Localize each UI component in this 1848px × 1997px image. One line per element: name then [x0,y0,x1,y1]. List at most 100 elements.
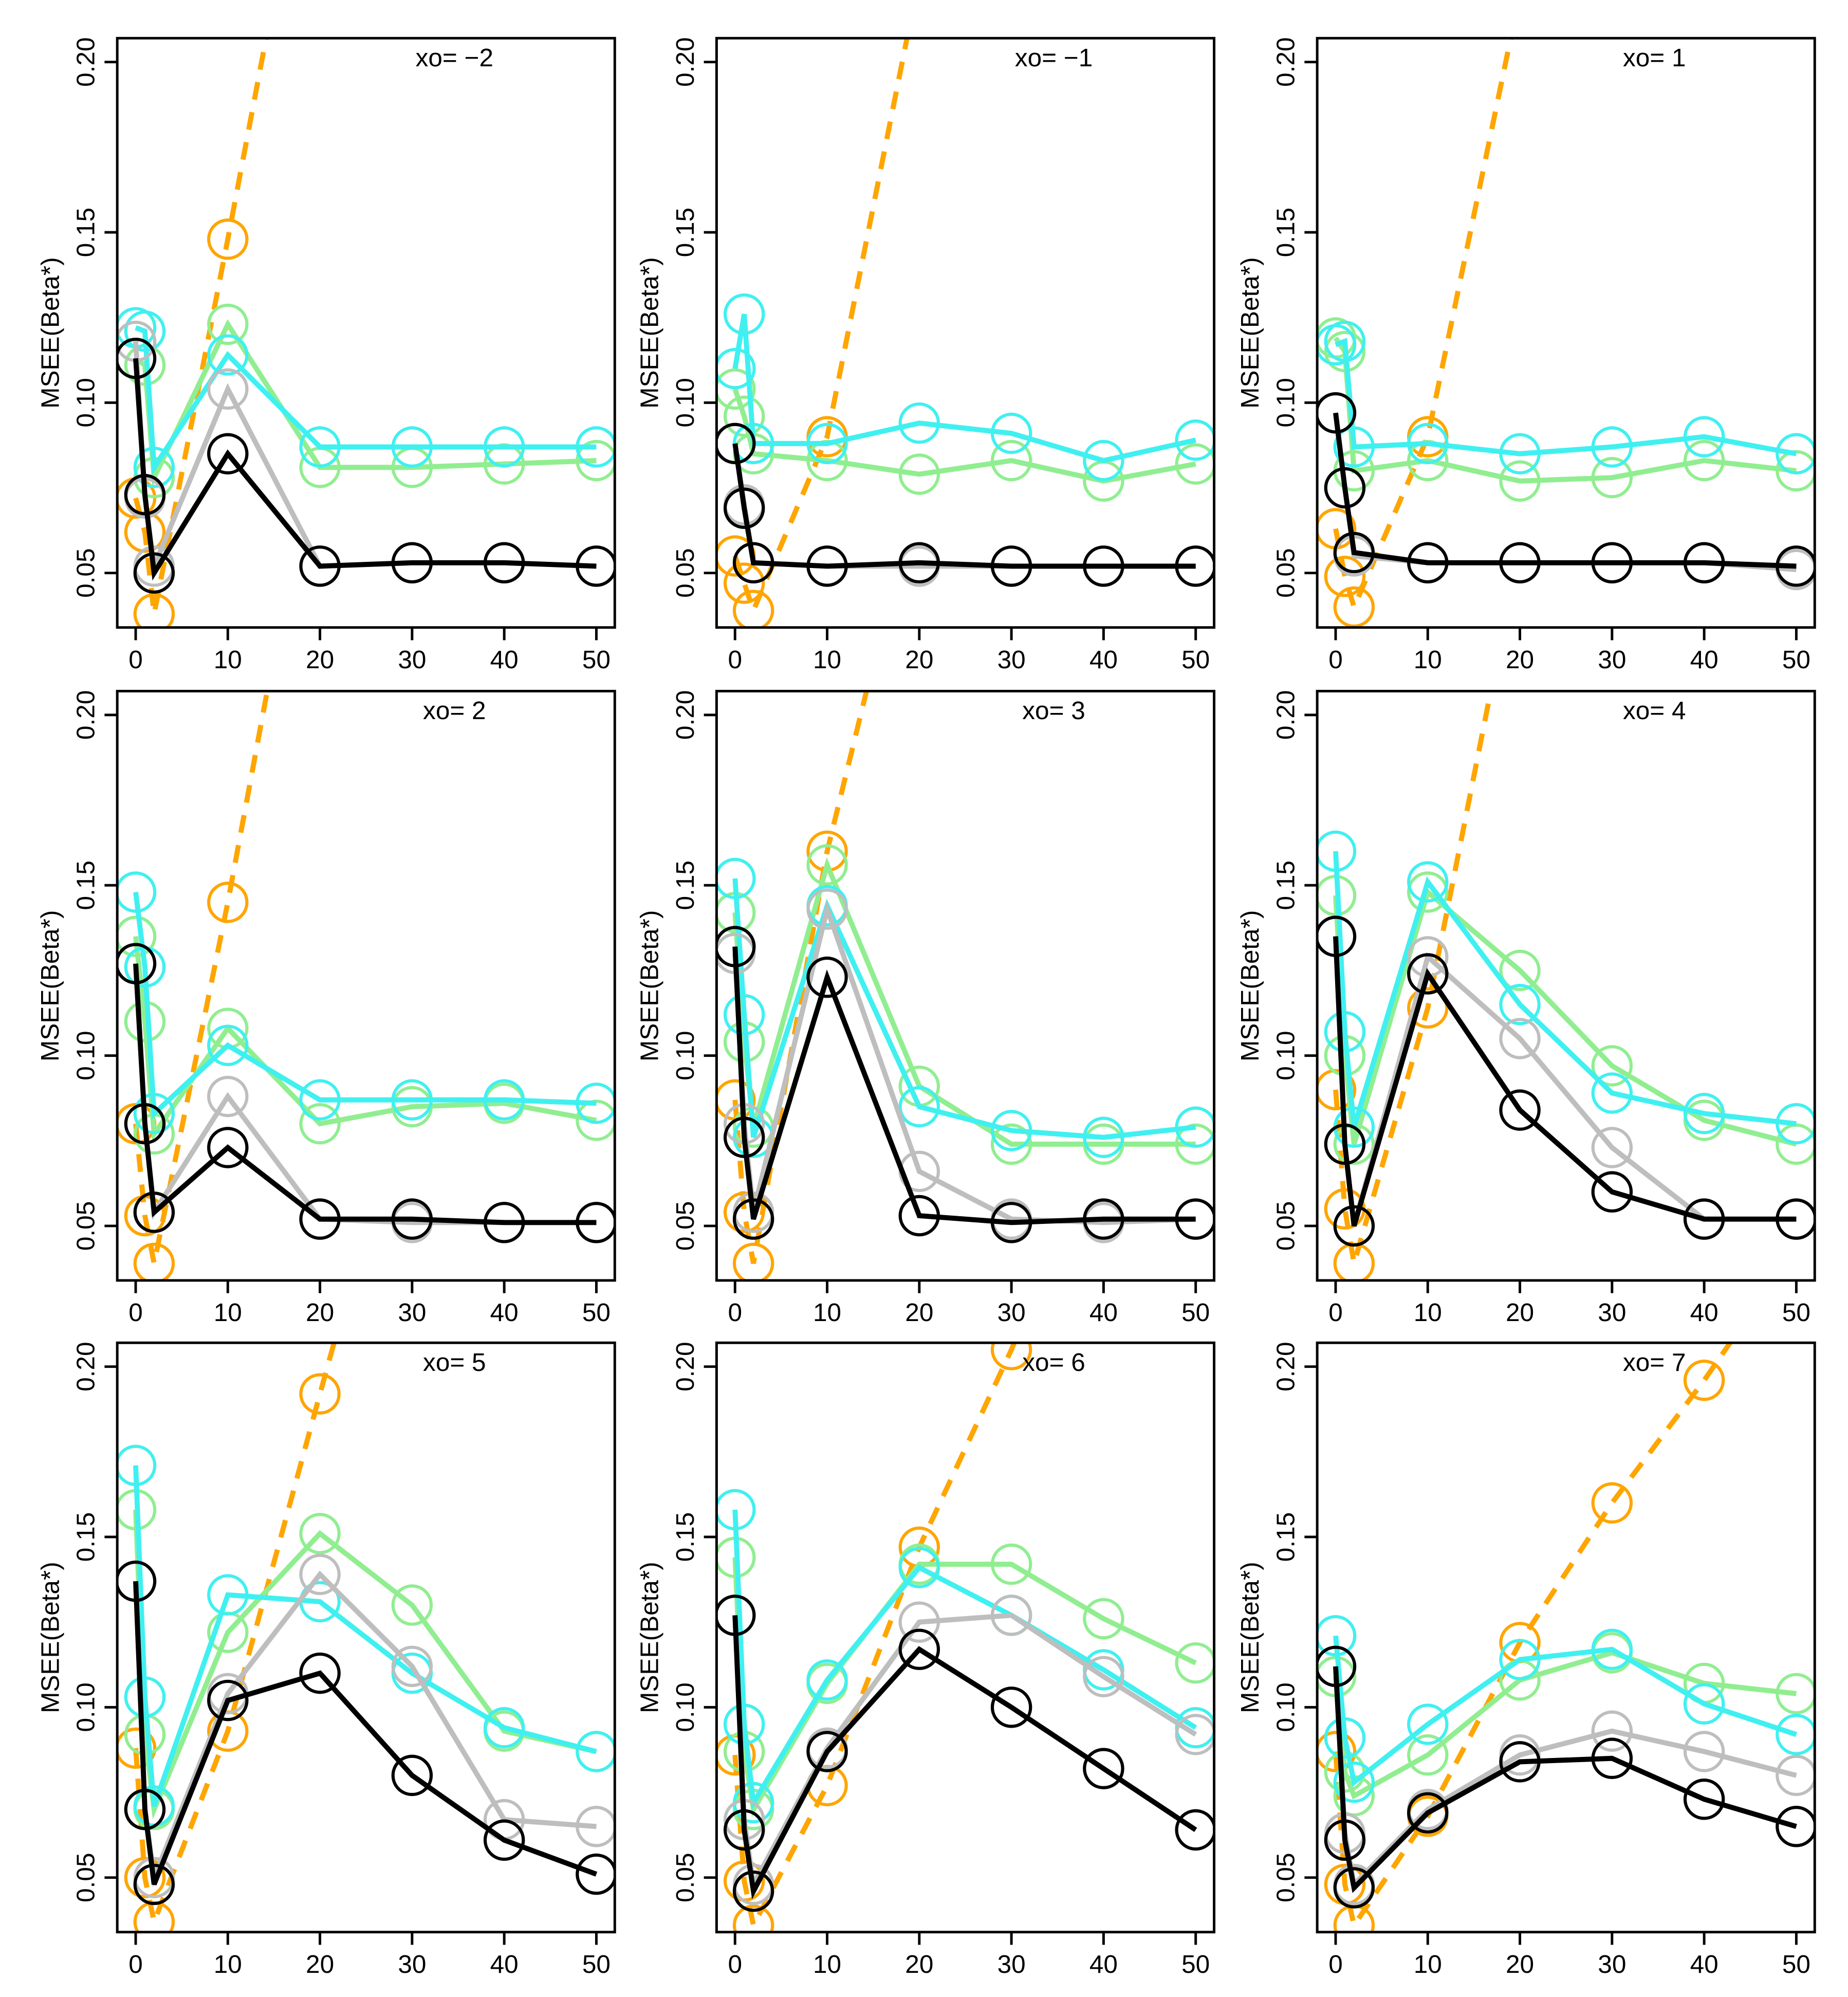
panel: 0.05 0.10 0.15 0.20 0 10 20 30 40 50 MSEE(Beta*) xo… [635,1341,1216,1978]
data-point [1683,1359,1725,1401]
data-point [898,1086,940,1128]
data-point [1324,556,1366,597]
y-axis-label: MSEE(Beta*) [635,1562,663,1713]
y-tick-label: 0.15 [671,208,699,257]
x-tick-label: 30 [398,1298,426,1327]
data-point [732,542,774,584]
data-point [1083,1598,1124,1640]
data-point [1776,1714,1815,1755]
panel: 0.05 0.10 0.15 0.20 0 10 20 30 40 50 MSEE(Beta*) xo… [635,36,1216,674]
y-axis-label: MSEE(Beta*) [1236,257,1264,408]
data-point [391,542,433,584]
y-tick-label: 0.10 [671,1031,699,1080]
data-point [1499,983,1541,1025]
data-point [133,1242,175,1280]
data-point [1175,1809,1214,1851]
data-point [299,1652,341,1694]
data-point [1499,1089,1541,1131]
x-tick-label: 40 [1089,646,1118,674]
y-tick-label: 0.10 [671,378,699,427]
y-tick-label: 0.15 [1272,860,1300,910]
data-point [207,1075,249,1117]
data-point [576,1731,615,1772]
x-tick-label: 20 [905,1298,933,1327]
data-point [1591,1628,1633,1670]
series-line [732,1343,1017,1932]
series-line [134,319,597,487]
data-point [1499,1639,1541,1680]
data-point [483,1079,525,1121]
data-point [207,433,249,474]
x-tick-label: 30 [1598,1950,1626,1978]
y-tick-label: 0.10 [72,1031,100,1080]
data-point [1407,871,1449,913]
y-tick-label: 0.05 [1272,548,1300,598]
data-point [124,1788,166,1830]
x-tick-label: 20 [306,646,334,674]
data-point [990,1123,1032,1165]
data-point [1683,542,1725,584]
data-point [1501,0,1539,13]
data-point [806,888,848,930]
data-point [1324,467,1366,509]
data-point [299,426,341,468]
y-tick-label: 0.10 [1272,1031,1300,1080]
data-point [1083,1116,1124,1158]
data-point [990,1110,1032,1151]
y-tick-label: 0.05 [72,548,100,598]
plot-frame [1316,690,1816,1282]
data-point [207,218,249,260]
y-axis-label: MSEE(Beta*) [1236,910,1264,1061]
x-tick-label: 20 [905,1950,933,1978]
data-point [1333,1205,1375,1247]
series-line [732,314,1196,464]
series-line [133,1343,337,1931]
data-point [133,552,175,594]
data-point [1317,1615,1357,1657]
data-point [1175,1642,1214,1684]
panel-title: xo= 3 [1022,697,1085,725]
data-point [299,1373,341,1415]
data-point [1683,416,1725,457]
data-point [716,347,756,390]
data-point [391,1198,433,1240]
data-point [207,1679,249,1721]
plot-area [716,691,1214,1280]
data-point [117,1444,157,1487]
data-point [299,1198,341,1240]
data-point [124,310,166,352]
y-tick-label: 0.20 [1272,1342,1300,1391]
plot-area [716,1343,1214,1932]
x-tick-label: 30 [997,646,1026,674]
data-point [391,1754,433,1797]
y-tick-label: 0.20 [72,1342,100,1391]
data-point [1407,861,1449,903]
data-point [1175,419,1214,461]
x-tick-label: 10 [1414,1298,1442,1327]
data-point [1683,1779,1725,1820]
x-tick-label: 50 [1181,1298,1210,1327]
data-point [1591,1045,1633,1087]
data-point [732,423,774,465]
data-point [576,1083,615,1124]
data-point [133,1093,175,1134]
plot-frame [715,1341,1216,1934]
x-tick-label: 50 [582,1950,611,1978]
data-point [1175,1106,1214,1148]
data-point [133,593,175,628]
data-point [990,545,1032,587]
panel-title: xo= 2 [423,697,486,725]
data-point [207,1574,249,1616]
data-point [990,1543,1032,1585]
panel-title: xo= 4 [1623,697,1686,725]
data-point [1333,1761,1375,1803]
plot-area [117,691,615,1280]
data-point [391,426,433,468]
data-point [732,1870,774,1912]
x-tick-label: 20 [1506,646,1534,674]
y-tick-label: 0.15 [1272,1512,1300,1562]
x-tick-label: 0 [728,646,742,674]
data-point [117,871,157,913]
data-point [1317,1645,1357,1688]
x-tick-label: 50 [582,1298,611,1327]
